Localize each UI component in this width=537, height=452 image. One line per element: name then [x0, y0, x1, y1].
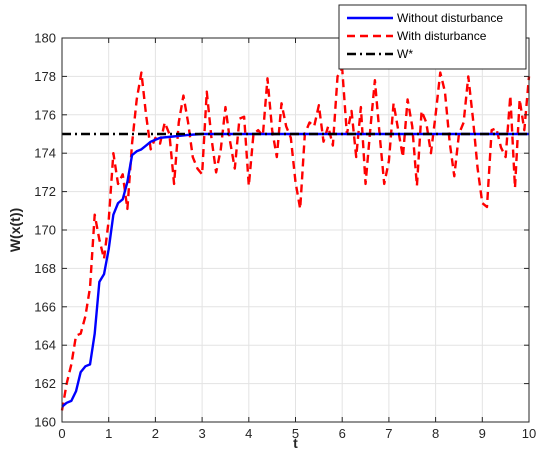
y-tick-label: 168 [34, 261, 56, 276]
y-tick-label: 162 [34, 376, 56, 391]
legend: Without disturbance With disturbance W* [338, 4, 527, 70]
y-axis-label: W(x(t)) [7, 208, 23, 252]
legend-label: W* [397, 47, 413, 61]
x-tick-label: 2 [152, 426, 159, 441]
y-tick-label: 166 [34, 299, 56, 314]
y-tick-label: 164 [34, 338, 56, 353]
x-tick-label: 10 [522, 426, 536, 441]
plot-lines [60, 67, 531, 411]
legend-box [338, 4, 527, 70]
legend-label: With disturbance [397, 29, 487, 43]
x-tick-label: 4 [245, 426, 252, 441]
x-tick-label: 5 [292, 426, 299, 441]
x-tick-label: 3 [198, 426, 205, 441]
y-tick-label: 178 [34, 69, 56, 84]
y-tick-label: 170 [34, 223, 56, 238]
y-tick-label: 172 [34, 184, 56, 199]
y-tick-label: 174 [34, 146, 56, 161]
x-tick-label: 7 [385, 426, 392, 441]
y-tick-label: 160 [34, 415, 56, 430]
x-tick-label: 6 [339, 426, 346, 441]
tick-marks: 0 1 2 3 4 5 6 7 8 9 10 160 162 164 166 168 170 172 174 176 1… [34, 31, 536, 442]
x-tick-label: 8 [432, 426, 439, 441]
x-tick-label: 1 [105, 426, 112, 441]
legend-label: Without disturbance [397, 11, 503, 25]
x-tick-label: 0 [58, 426, 65, 441]
y-tick-label: 176 [34, 107, 56, 122]
x-tick-label: 9 [479, 426, 486, 441]
x-axis-label: t [293, 435, 298, 451]
y-tick-label: 180 [34, 31, 56, 46]
series-line-with-disturbance [60, 67, 531, 411]
